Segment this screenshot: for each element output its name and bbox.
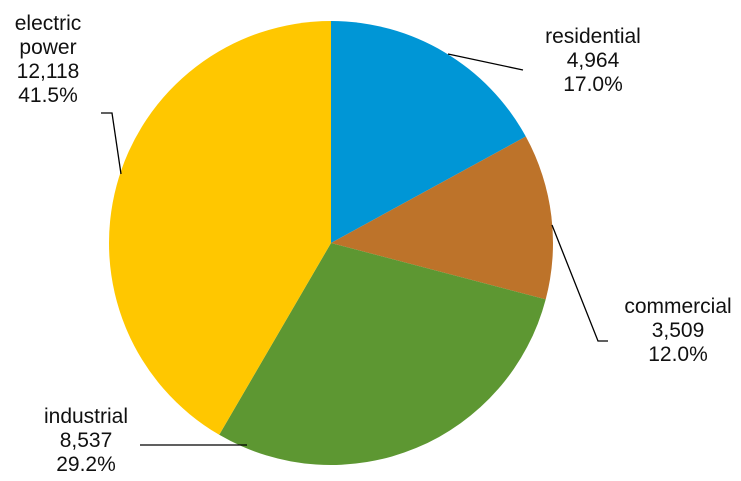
leader-line-electric-power (101, 112, 122, 175)
slice-label-line: residential (545, 25, 641, 48)
slice-label-line: commercial (624, 295, 731, 318)
slice-label-commercial: commercial 3,509 12.0% (624, 295, 731, 366)
slice-labels: residential 4,964 17.0% commercial 3,509 12.0… (15, 12, 732, 476)
leader-lines (101, 53, 608, 446)
slice-label-electric-power: electric power 12,118 41.5% (15, 12, 82, 107)
leader-line-commercial (551, 224, 608, 342)
slice-label-residential: residential 4,964 17.0% (545, 25, 641, 96)
slice-label-industrial: industrial 8,537 29.2% (44, 405, 128, 476)
slice-label-line: power (19, 36, 76, 59)
slice-label-line: 8,537 (60, 429, 113, 452)
slice-label-line: 41.5% (18, 84, 78, 107)
leader-line-residential (447, 53, 524, 71)
slice-label-line: 12.0% (648, 343, 708, 366)
pie-slice-commercial (331, 136, 553, 300)
slice-label-line: 3,509 (652, 319, 705, 342)
pie-slice-industrial (219, 243, 546, 465)
slice-label-line: 29.2% (56, 453, 116, 476)
slice-label-line: industrial (44, 405, 128, 428)
pie-slice-electric-power (109, 21, 331, 435)
slice-label-line: 17.0% (563, 73, 623, 96)
slice-label-line: electric (15, 12, 82, 35)
pie-slice-residential (331, 20, 526, 243)
slice-label-line: 12,118 (17, 60, 80, 83)
pie-slices (109, 20, 553, 465)
slice-label-line: 4,964 (567, 49, 620, 72)
